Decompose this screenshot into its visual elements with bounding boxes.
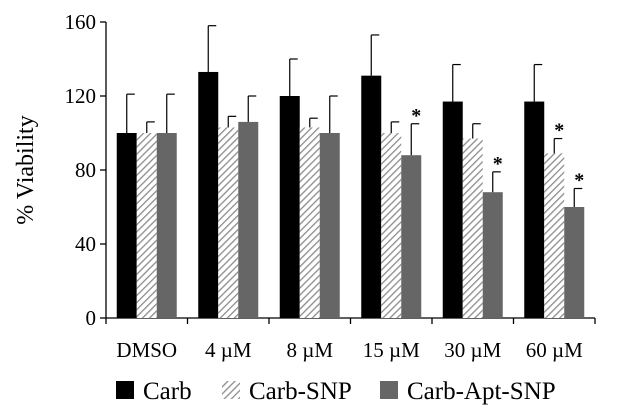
legend-label: Carb (143, 378, 192, 405)
y-axis-label: % Viability (13, 115, 39, 224)
error-bars (126, 25, 583, 207)
y-tick-label: 40 (75, 232, 96, 256)
x-tick-label: 4 µM (205, 338, 252, 362)
legend-swatch-carb-apt-snp (380, 381, 398, 399)
significance-star: * (411, 105, 421, 127)
bars (116, 71, 585, 319)
bar-carb-3 (361, 75, 382, 319)
legend-swatch-carb (116, 381, 134, 399)
bar-carb-snp-5 (544, 153, 565, 318)
bar-carb-5 (524, 101, 545, 318)
bar-carb-snp-2 (299, 127, 320, 318)
x-tick-label: 60 µM (526, 338, 583, 362)
significance-star: * (493, 153, 503, 175)
bar-carb-4 (442, 101, 463, 318)
bar-carb-apt-snp-0 (156, 133, 177, 318)
bar-carb-0 (116, 133, 137, 318)
legend-swatch-carb-snp (222, 381, 240, 399)
bar-carb-snp-3 (381, 133, 402, 318)
legend-label: Carb-SNP (249, 378, 352, 405)
bar-carb-apt-snp-4 (482, 192, 503, 318)
x-tick-label: 8 µM (286, 338, 333, 362)
bar-carb-apt-snp-3 (401, 155, 422, 318)
y-tick-label: 0 (86, 306, 97, 330)
y-tick-label: 160 (65, 10, 97, 34)
bar-carb-1 (198, 71, 219, 318)
bar-carb-snp-4 (462, 138, 483, 318)
y-tick-label: 120 (65, 84, 97, 108)
bar-carb-2 (279, 96, 300, 318)
bar-carb-snp-1 (218, 127, 239, 318)
bar-carb-apt-snp-5 (564, 207, 585, 318)
x-tick-label: DMSO (116, 338, 177, 362)
significance-star: * (574, 170, 584, 192)
y-tick-label: 80 (75, 158, 96, 182)
y-ticks: 0 40 80 120 160 (65, 10, 106, 330)
bar-carb-apt-snp-1 (238, 121, 259, 319)
legend: Carb Carb-SNP Carb-Apt-SNP (116, 378, 556, 405)
bar-carb-apt-snp-2 (319, 133, 340, 318)
x-ticks: DMSO 4 µM 8 µM 15 µM 30 µM 60 µM (105, 318, 596, 362)
legend-label: Carb-Apt-SNP (407, 378, 556, 405)
x-tick-label: 30 µM (444, 338, 501, 362)
bar-carb-snp-0 (136, 133, 157, 318)
x-tick-label: 15 µM (363, 338, 420, 362)
significance-markers: * * * * (411, 105, 584, 192)
significance-star: * (554, 120, 564, 142)
